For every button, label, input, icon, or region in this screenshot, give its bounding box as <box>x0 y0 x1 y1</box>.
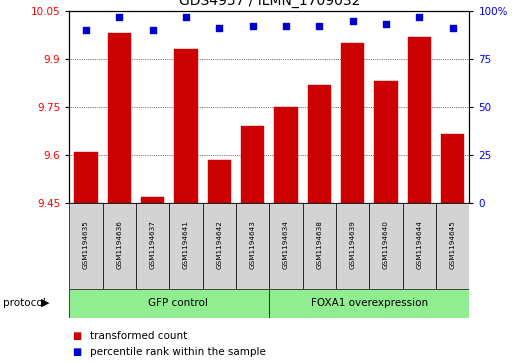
Text: GSM1194636: GSM1194636 <box>116 220 122 269</box>
Bar <box>269 203 303 289</box>
Text: GSM1194643: GSM1194643 <box>250 220 255 269</box>
Text: GSM1194640: GSM1194640 <box>383 220 389 269</box>
Bar <box>69 203 103 289</box>
Text: GSM1194644: GSM1194644 <box>417 220 422 269</box>
Bar <box>341 43 364 203</box>
Text: GSM1194637: GSM1194637 <box>150 220 155 269</box>
Bar <box>69 289 269 318</box>
Text: transformed count: transformed count <box>90 331 187 341</box>
Bar <box>236 203 269 289</box>
Text: GSM1194635: GSM1194635 <box>83 220 89 269</box>
Text: GFP control: GFP control <box>148 298 208 308</box>
Text: GSM1194639: GSM1194639 <box>350 220 356 269</box>
Text: GSM1194645: GSM1194645 <box>450 220 456 269</box>
Bar <box>269 289 469 318</box>
Point <box>282 23 290 29</box>
Text: protocol: protocol <box>3 298 45 308</box>
Bar <box>169 203 203 289</box>
Bar <box>136 203 169 289</box>
Title: GDS4957 / ILMN_1709032: GDS4957 / ILMN_1709032 <box>179 0 360 8</box>
Text: ■: ■ <box>72 347 81 357</box>
Bar <box>108 33 131 203</box>
Bar <box>436 203 469 289</box>
Bar <box>308 85 331 203</box>
Bar <box>441 134 464 203</box>
Bar <box>74 152 97 203</box>
Point <box>416 14 424 20</box>
Bar <box>203 203 236 289</box>
Bar <box>274 107 298 203</box>
Bar <box>141 197 164 203</box>
Text: GSM1194634: GSM1194634 <box>283 220 289 269</box>
Point <box>248 23 256 29</box>
Text: percentile rank within the sample: percentile rank within the sample <box>90 347 266 357</box>
Bar <box>369 203 403 289</box>
Bar <box>336 203 369 289</box>
Point <box>182 14 190 20</box>
Point <box>349 17 357 23</box>
Bar <box>241 126 264 203</box>
Bar <box>174 49 198 203</box>
Bar <box>403 203 436 289</box>
Point <box>149 27 157 33</box>
Bar <box>408 37 431 203</box>
Text: ▶: ▶ <box>41 298 49 308</box>
Bar <box>103 203 136 289</box>
Text: FOXA1 overexpression: FOXA1 overexpression <box>311 298 428 308</box>
Point <box>115 14 124 20</box>
Bar <box>208 160 231 203</box>
Point <box>82 27 90 33</box>
Bar <box>303 203 336 289</box>
Text: ■: ■ <box>72 331 81 341</box>
Point <box>215 25 224 31</box>
Point <box>448 25 457 31</box>
Text: GSM1194638: GSM1194638 <box>317 220 322 269</box>
Point <box>382 21 390 27</box>
Text: GSM1194642: GSM1194642 <box>216 220 222 269</box>
Text: GSM1194641: GSM1194641 <box>183 220 189 269</box>
Point <box>315 23 323 29</box>
Bar <box>374 81 398 203</box>
